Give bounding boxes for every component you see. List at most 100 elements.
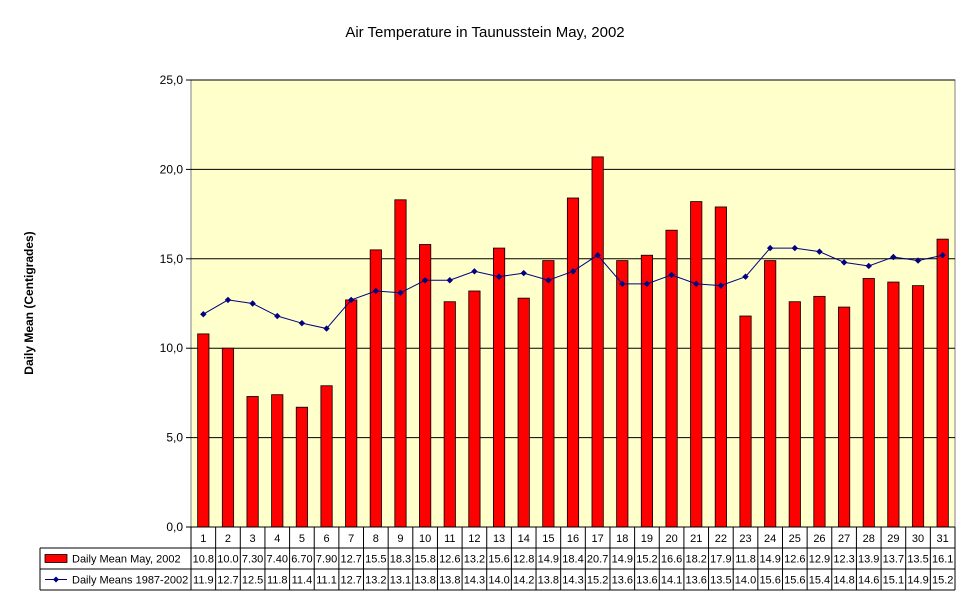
bar <box>936 238 949 528</box>
data-label: 12.7 <box>217 575 238 587</box>
bar <box>764 260 777 528</box>
line-point <box>668 271 675 279</box>
line-point <box>545 277 552 284</box>
data-label: 14.3 <box>562 575 583 587</box>
line-point <box>372 287 380 295</box>
bar <box>911 285 925 528</box>
bar <box>295 406 308 528</box>
x-tick-label: 13 <box>493 533 505 545</box>
data-label: 15.2 <box>636 554 657 566</box>
x-tick-label: 11 <box>444 533 455 545</box>
bar <box>862 278 875 528</box>
line-point <box>471 268 478 275</box>
bar <box>616 260 629 528</box>
data-label: 10.0 <box>217 554 238 566</box>
line-point <box>914 257 922 264</box>
data-label: 7.40 <box>267 554 288 566</box>
x-tick-label: 9 <box>397 533 403 545</box>
data-label: 17.9 <box>710 554 731 566</box>
line-point <box>249 300 256 307</box>
line-point <box>200 311 207 318</box>
data-label: 13.6 <box>686 575 707 587</box>
line-point <box>397 289 404 296</box>
x-tick-label: 26 <box>813 533 825 545</box>
line-point <box>421 277 429 284</box>
line-point <box>446 277 453 284</box>
x-tick-label: 24 <box>764 533 776 545</box>
data-label: 11.8 <box>267 575 288 587</box>
bar <box>887 281 900 528</box>
data-label: 14.0 <box>735 575 756 587</box>
bar <box>542 260 555 528</box>
x-tick-label: 28 <box>863 533 875 545</box>
line-point <box>520 269 527 277</box>
data-label: 18.3 <box>390 554 411 566</box>
x-tick-label: 7 <box>348 533 354 545</box>
data-label: 12.7 <box>340 554 361 566</box>
line-point <box>643 280 651 288</box>
data-label: 15.5 <box>365 554 386 566</box>
data-label: 13.9 <box>858 554 879 566</box>
data-label: 14.6 <box>858 575 879 587</box>
x-tick-label: 12 <box>468 533 480 545</box>
x-tick-label: 3 <box>250 533 256 545</box>
data-label: 13.2 <box>365 575 386 587</box>
line-point <box>766 244 774 252</box>
data-label: 14.9 <box>538 554 559 566</box>
data-label: 15.6 <box>759 575 780 587</box>
data-label: 13.6 <box>636 575 657 587</box>
data-label: 16.6 <box>661 554 682 566</box>
line-point <box>594 252 601 259</box>
data-label: 14.3 <box>464 575 485 587</box>
bar <box>394 199 407 528</box>
x-tick-label: 20 <box>665 533 677 545</box>
x-tick-label: 21 <box>690 533 702 545</box>
data-label: 12.5 <box>242 575 263 587</box>
y-tick-label: 0,0 <box>166 520 183 534</box>
y-tick-label: 5,0 <box>166 431 183 445</box>
line-point <box>840 259 848 266</box>
bar <box>714 206 727 528</box>
data-label: 15.2 <box>932 575 953 587</box>
x-tick-label: 1 <box>200 533 206 545</box>
bar <box>197 333 210 528</box>
bar <box>813 295 826 528</box>
legend-label: Daily Means 1987-2002 <box>72 575 188 587</box>
line-point <box>865 262 872 270</box>
x-tick-label: 22 <box>715 533 727 545</box>
data-label: 12.8 <box>513 554 534 566</box>
x-tick-label: 29 <box>887 533 899 545</box>
data-label: 14.1 <box>661 575 682 587</box>
x-tick-label: 19 <box>641 533 653 545</box>
data-label: 11.4 <box>292 575 313 587</box>
data-label: 14.0 <box>488 575 509 587</box>
data-label: 16.1 <box>932 554 953 566</box>
x-tick-label: 18 <box>616 533 628 545</box>
y-tick-label: 20,0 <box>160 162 184 176</box>
bar <box>320 385 333 528</box>
data-label: 11.9 <box>193 575 214 587</box>
data-label: 15.1 <box>883 575 904 587</box>
data-label: 13.5 <box>907 554 928 566</box>
data-label: 14.9 <box>907 575 928 587</box>
chart-title: Air Temperature in Taunusstein May, 2002 <box>345 24 624 41</box>
x-tick-label: 14 <box>518 533 530 545</box>
x-tick-label: 6 <box>323 533 329 545</box>
data-label: 13.5 <box>710 575 731 587</box>
data-label: 12.7 <box>340 575 361 587</box>
x-tick-label: 30 <box>912 533 924 545</box>
data-label: 20.7 <box>587 554 608 566</box>
x-tick-label: 8 <box>373 533 379 545</box>
line-point <box>693 280 700 288</box>
bar <box>566 197 580 528</box>
x-tick-label: 27 <box>838 533 850 545</box>
data-label: 15.2 <box>587 575 608 587</box>
data-label: 18.4 <box>562 554 583 566</box>
data-label: 15.6 <box>784 575 805 587</box>
bar <box>739 315 752 528</box>
line-point <box>323 325 330 332</box>
x-tick-label: 31 <box>937 533 949 545</box>
data-label: 15.6 <box>488 554 509 566</box>
data-label: 11.1 <box>316 575 337 587</box>
